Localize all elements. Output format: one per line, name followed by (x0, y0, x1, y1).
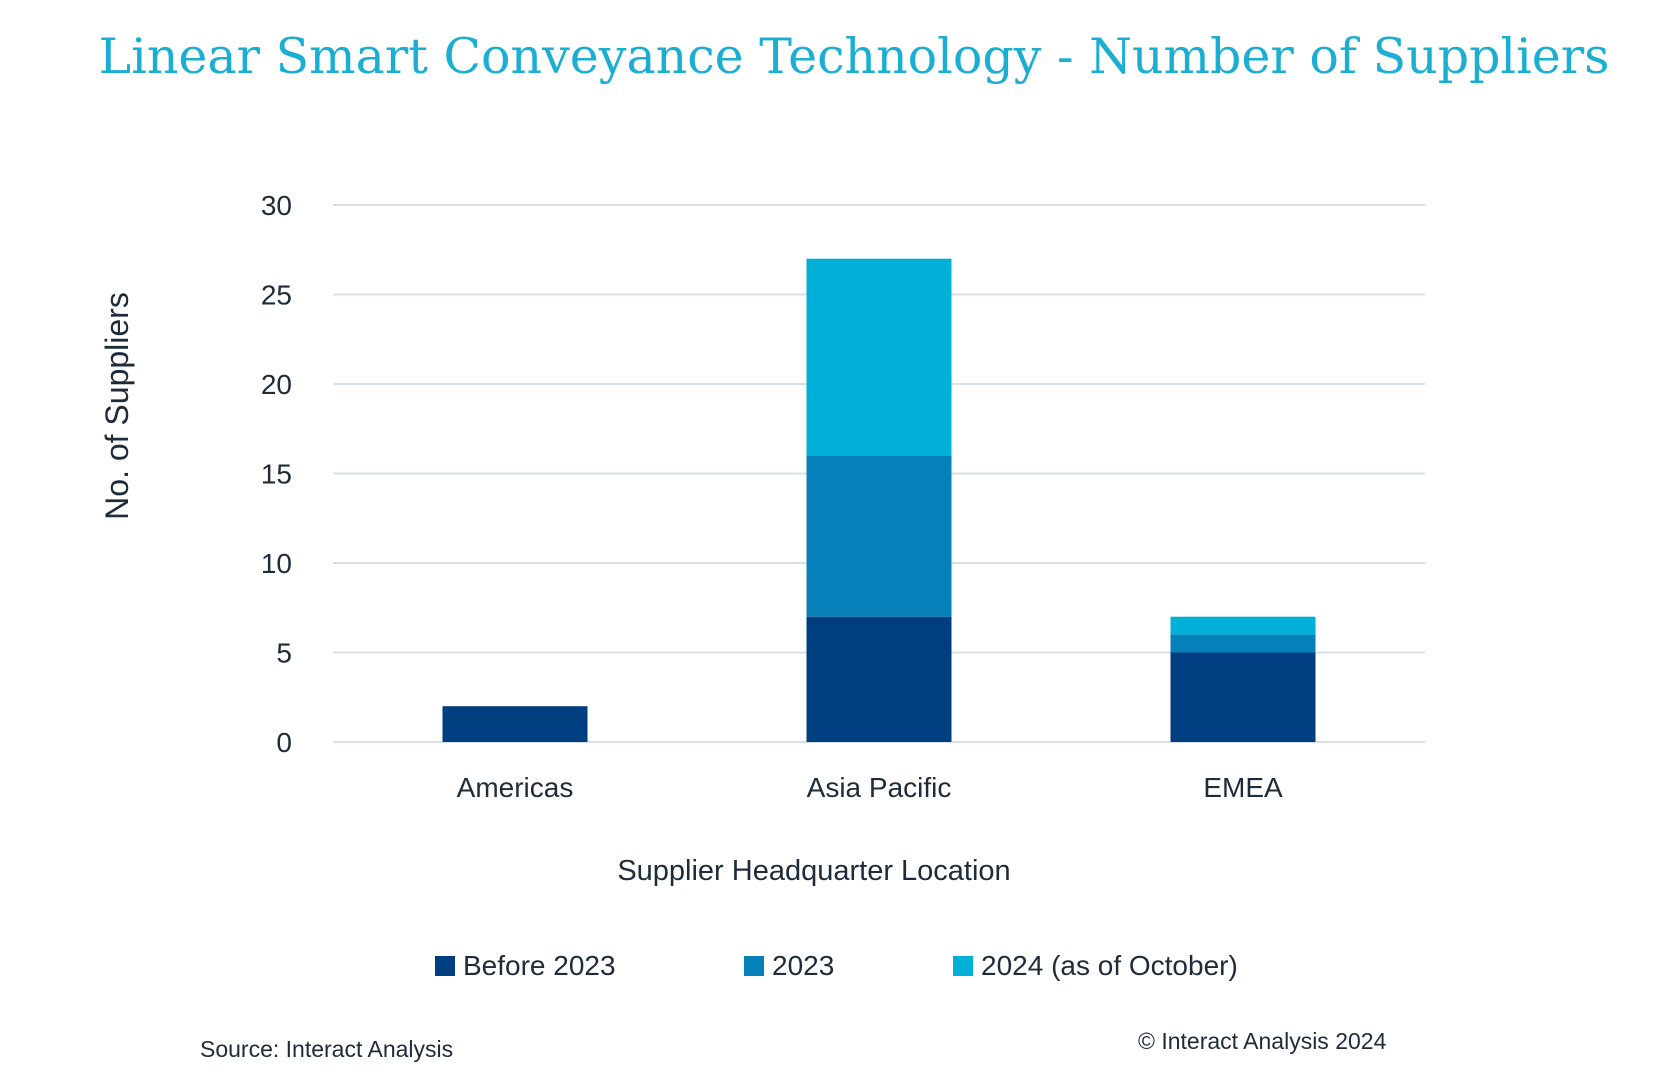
legend-label-before-2023: Before 2023 (463, 950, 616, 981)
copyright-note: © Interact Analysis 2024 (1138, 1028, 1387, 1054)
bar-emea-series-0 (1170, 652, 1316, 742)
legend-item-2024: 2024 (as of October) (953, 950, 1238, 982)
bar-emea-series-2 (1170, 616, 1316, 635)
bar-asia-pacific-series-1 (806, 455, 952, 617)
y-tick-label-20: 20 (261, 369, 292, 400)
y-tick-label-15: 15 (261, 459, 292, 490)
x-tick-label-americas: Americas (457, 772, 574, 803)
legend-swatch-before-2023 (435, 956, 455, 976)
legend: Before 2023 2023 2024 (as of October) (0, 950, 1664, 990)
y-tick-label-10: 10 (261, 548, 292, 579)
bar-emea-series-1 (1170, 634, 1316, 653)
x-tick-label-emea: EMEA (1203, 772, 1283, 803)
legend-label-2024: 2024 (as of October) (981, 950, 1238, 981)
y-axis-title: No. of Suppliers (99, 292, 135, 520)
source-note: Source: Interact Analysis (200, 1036, 454, 1062)
legend-swatch-2023 (744, 956, 764, 976)
bar-asia-pacific-series-0 (806, 616, 952, 742)
y-tick-label-0: 0 (276, 727, 292, 758)
bar-asia-pacific-series-2 (806, 258, 952, 456)
chart-title: Linear Smart Conveyance Technology - Num… (98, 28, 1610, 85)
x-axis-title: Supplier Headquarter Location (617, 855, 1010, 887)
legend-item-before-2023: Before 2023 (435, 950, 616, 982)
y-tick-label-25: 25 (261, 280, 292, 311)
legend-label-2023: 2023 (772, 950, 835, 981)
bar-americas-series-0 (442, 706, 588, 742)
y-tick-label-5: 5 (276, 638, 292, 669)
y-tick-label-30: 30 (261, 190, 292, 221)
legend-item-2023: 2023 (744, 950, 834, 982)
x-tick-label-asia-pacific: Asia Pacific (807, 772, 952, 803)
legend-swatch-2024 (953, 956, 973, 976)
